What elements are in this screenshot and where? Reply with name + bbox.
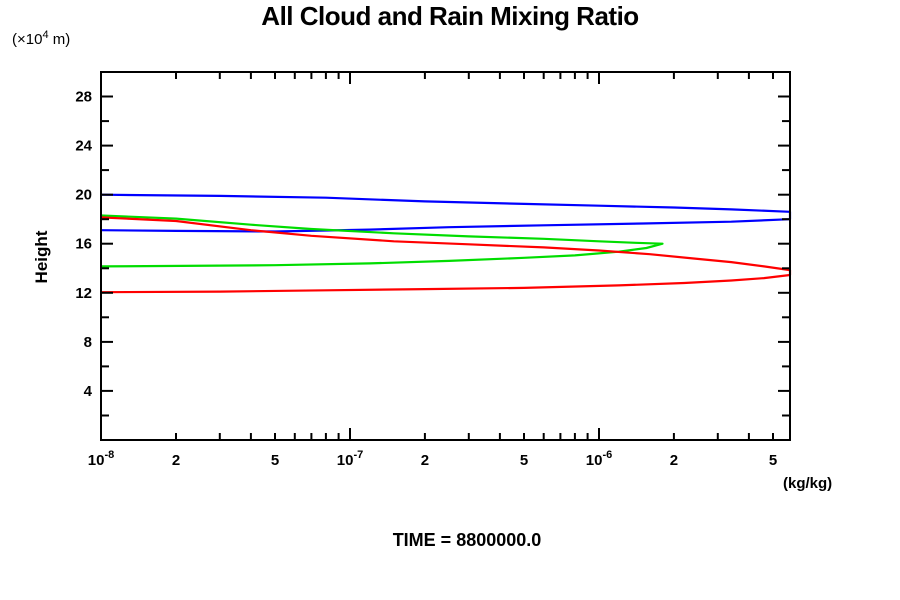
x-axis-units-label: (kg/kg) <box>783 475 833 492</box>
series-green-profile <box>100 214 664 268</box>
series-blue-profile <box>100 193 792 233</box>
x-tick-label: 5 <box>271 452 279 469</box>
y-tick-label: 4 <box>84 383 93 400</box>
x-tick-label: 2 <box>172 452 180 469</box>
x-tick-label: 5 <box>520 452 528 469</box>
plot-frame <box>100 71 791 441</box>
x-tick-label: 2 <box>670 452 678 469</box>
y-tick-label: 24 <box>75 138 92 155</box>
y-tick-label: 8 <box>84 334 92 351</box>
x-tick-label: 10-6 <box>586 449 612 469</box>
series-red-profile <box>100 216 792 294</box>
time-annotation: TIME = 8800000.0 <box>392 530 542 550</box>
y-units-exponent: 4 <box>42 29 49 41</box>
y-tick-label: 16 <box>75 236 92 253</box>
x-tick-label: 2 <box>421 452 429 469</box>
chart-title: All Cloud and Rain Mixing Ratio <box>261 1 639 31</box>
x-tick-label: 10-8 <box>88 449 114 469</box>
y-axis-units-label: (×104 m) <box>12 29 71 49</box>
y-tick-label: 28 <box>75 89 92 106</box>
y-tick-label: 12 <box>75 285 92 302</box>
x-tick-label: 10-7 <box>337 449 363 469</box>
x-tick-label: 5 <box>769 452 777 469</box>
y-tick-label: 20 <box>75 187 92 204</box>
